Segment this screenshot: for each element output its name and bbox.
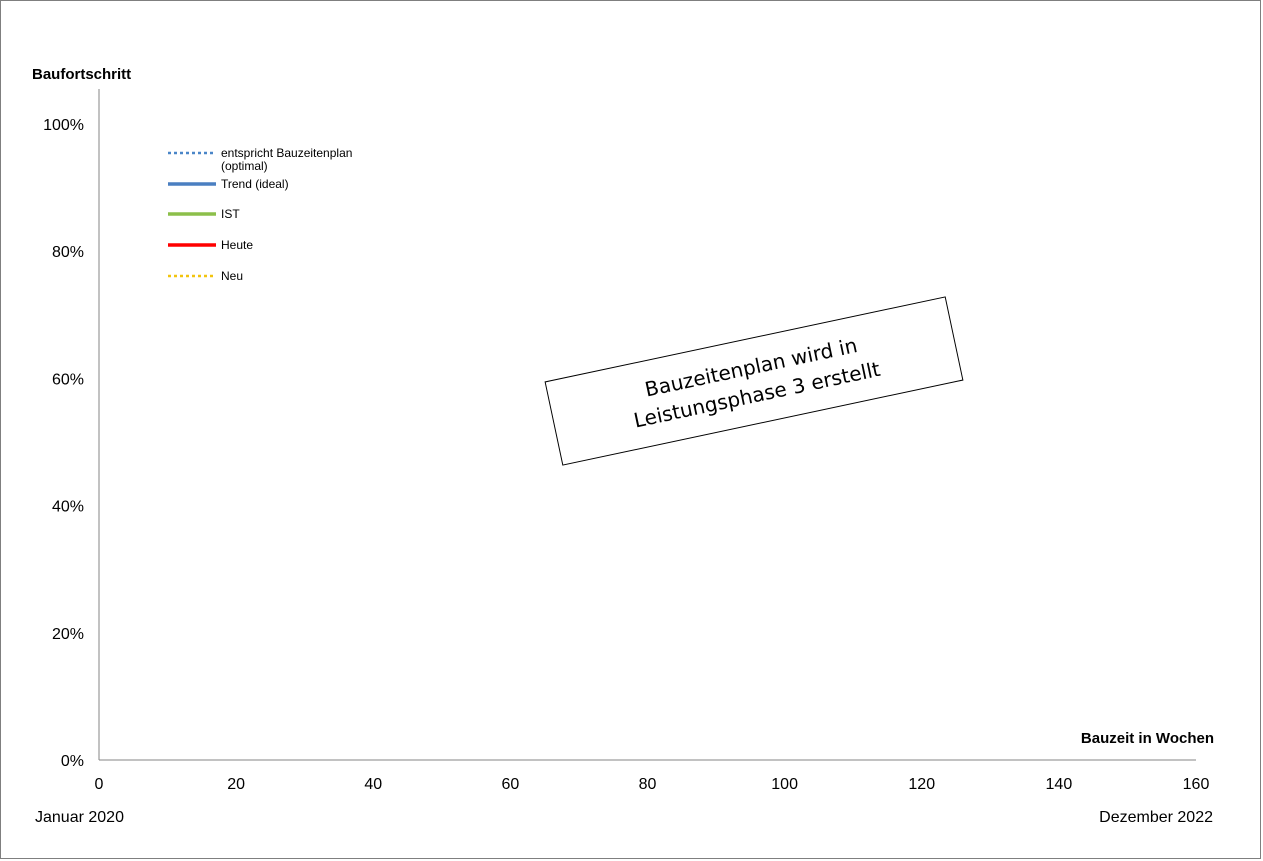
x-tick-label: 0 [95, 776, 104, 793]
y-tick-label: 80% [52, 244, 84, 261]
y-tick-label: 0% [61, 753, 84, 770]
period-start-label: Januar 2020 [35, 809, 124, 826]
x-tick-label: 140 [1046, 776, 1073, 793]
x-tick-label: 80 [639, 776, 657, 793]
legend-label: Heute [221, 238, 253, 252]
y-tick-label: 60% [52, 371, 84, 388]
x-axis-title: Bauzeit in Wochen [1081, 730, 1214, 747]
legend-label: IST [221, 207, 240, 221]
x-tick-label: 100 [771, 776, 798, 793]
x-tick-label: 120 [908, 776, 935, 793]
x-tick-label: 160 [1183, 776, 1210, 793]
period-end-label: Dezember 2022 [1099, 809, 1213, 826]
legend-label: entspricht Bauzeitenplan (optimal) [221, 146, 352, 173]
x-tick-label: 20 [227, 776, 245, 793]
y-tick-label: 20% [52, 626, 84, 643]
legend: entspricht Bauzeitenplan (optimal) Trend (… [168, 146, 352, 283]
y-tick-labels: 0% 20% 40% 60% 80% 100% [43, 117, 84, 770]
legend-label: Trend (ideal) [221, 177, 289, 191]
y-tick-label: 40% [52, 499, 84, 516]
y-axis-title: Baufortschritt [32, 66, 131, 83]
x-tick-labels: 0 20 40 60 80 100 120 140 160 [95, 776, 1210, 793]
x-tick-label: 60 [501, 776, 519, 793]
x-tick-label: 40 [364, 776, 382, 793]
y-tick-label: 100% [43, 117, 84, 134]
legend-label: Neu [221, 269, 243, 283]
